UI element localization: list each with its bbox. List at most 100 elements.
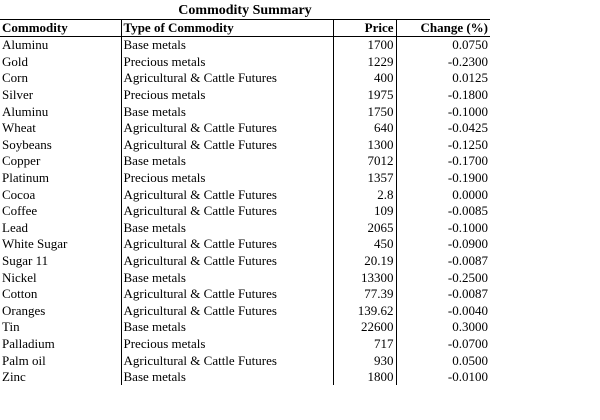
cell-change: -0.0700 (395, 335, 490, 353)
header-row: Commodity Type of Commodity Price Change… (0, 19, 490, 37)
cell-commodity: Gold (2, 53, 28, 69)
cell-change: -0.0040 (395, 302, 490, 320)
cell-change: -0.0100 (395, 368, 490, 386)
table-row: Zinc Base metals 1800 -0.0100 (0, 368, 490, 386)
table-row: Tin Base metals 22600 0.3000 (0, 319, 490, 336)
cell-type: Agricultural & Cattle Futures (120, 252, 333, 270)
commodity-summary-sheet: Commodity Summary Commodity Type of Comm… (0, 2, 490, 386)
table-row: Coffee Agricultural & Cattle Futures 109 -0… (0, 202, 490, 220)
commodity-table: Commodity Type of Commodity Price Change… (0, 19, 490, 386)
cell-commodity: White Sugar (2, 236, 68, 252)
table-row: Nickel Base metals 13300 -0.2500 (0, 269, 490, 286)
cell-price: 2.8 (332, 186, 396, 203)
table-row: Lead Base metals 2065 -0.1000 (0, 219, 490, 237)
cell-price: 930 (332, 352, 396, 369)
table-row: Cotton Agricultural & Cattle Futures 77.39… (0, 285, 490, 303)
cell-type: Agricultural & Cattle Futures (120, 136, 333, 154)
cell-price: 450 (332, 236, 396, 253)
table-row: Sugar 11 Agricultural & Cattle Futures 20.… (0, 252, 490, 270)
cell-type: Agricultural & Cattle Futures (120, 202, 333, 220)
cell-type: Agricultural & Cattle Futures (120, 70, 333, 87)
cell-type: Base metals (120, 368, 333, 386)
cell-type: Agricultural & Cattle Futures (120, 302, 333, 320)
header-change: Change (%) (395, 19, 490, 37)
cell-commodity: Lead (2, 219, 28, 235)
cell-change: -0.1900 (395, 169, 490, 187)
cell-change: -0.0425 (395, 119, 490, 137)
cell-change: -0.1000 (395, 219, 490, 237)
table-row: Cocoa Agricultural & Cattle Futures 2.8 0.0… (0, 186, 490, 203)
cell-type: Precious metals (120, 86, 333, 104)
cell-change: -0.0085 (395, 202, 490, 220)
cell-change: -0.2300 (395, 53, 490, 71)
cell-price: 77.39 (332, 285, 396, 303)
cell-price: 109 (332, 202, 396, 220)
cell-price: 20.19 (332, 252, 396, 270)
table-row: Wheat Agricultural & Cattle Futures 640 -0.… (0, 119, 490, 137)
cell-commodity: Aluminu (2, 37, 49, 53)
cell-price: 139.62 (332, 302, 396, 320)
header-type: Type of Commodity (120, 19, 333, 37)
title-divider (0, 19, 490, 20)
cell-price: 1300 (332, 136, 396, 154)
cell-commodity: Cotton (2, 286, 38, 302)
cell-change: 0.0750 (395, 36, 490, 54)
cell-price: 400 (332, 70, 396, 87)
table-row: White Sugar Agricultural & Cattle Futures… (0, 236, 490, 253)
table-row: Corn Agricultural & Cattle Futures 400 0.01… (0, 70, 490, 87)
cell-price: 640 (332, 119, 396, 137)
table-row: Silver Precious metals 1975 -0.1800 (0, 86, 490, 104)
cell-price: 717 (332, 335, 396, 353)
cell-price: 13300 (332, 269, 396, 286)
cell-change: -0.0087 (395, 285, 490, 303)
cell-commodity: Zinc (2, 369, 26, 385)
cell-commodity: Aluminu (2, 103, 49, 119)
cell-price: 2065 (332, 219, 396, 237)
cell-change: -0.0087 (395, 252, 490, 270)
table-row: Soybeans Agricultural & Cattle Futures 130… (0, 136, 490, 154)
table-row: Aluminu Base metals 1700 0.0750 (0, 36, 490, 54)
cell-type: Agricultural & Cattle Futures (120, 186, 333, 203)
cell-commodity: Cocoa (2, 186, 36, 202)
header-commodity: Commodity (0, 19, 121, 37)
table-row: Palladium Precious metals 717 -0.0700 (0, 335, 490, 353)
cell-commodity: Oranges (2, 302, 46, 318)
cell-change: -0.2500 (395, 269, 490, 286)
cell-commodity: Silver (2, 87, 34, 103)
cell-change: 0.3000 (395, 319, 490, 336)
cell-type: Base metals (120, 36, 333, 54)
cell-change: 0.0000 (395, 186, 490, 203)
table-title: Commodity Summary (178, 3, 312, 18)
table-row: Palm oil Agricultural & Cattle Futures 930… (0, 352, 490, 369)
cell-commodity: Copper (2, 153, 41, 169)
cell-commodity: Coffee (2, 203, 38, 219)
cell-price: 22600 (332, 319, 396, 336)
cell-type: Base metals (120, 319, 333, 336)
cell-type: Precious metals (120, 169, 333, 187)
cell-commodity: Sugar 11 (2, 253, 49, 269)
table-row: Copper Base metals 7012 -0.1700 (0, 153, 490, 170)
cell-type: Agricultural & Cattle Futures (120, 119, 333, 137)
cell-type: Base metals (120, 153, 333, 170)
cell-price: 1800 (332, 368, 396, 386)
cell-change: -0.1800 (395, 86, 490, 104)
cell-price: 1975 (332, 86, 396, 104)
cell-price: 1700 (332, 36, 396, 54)
table-row: Platinum Precious metals 1357 -0.1900 (0, 169, 490, 187)
cell-type: Agricultural & Cattle Futures (120, 236, 333, 253)
cell-change: -0.0900 (395, 236, 490, 253)
cell-price: 7012 (332, 153, 396, 170)
cell-change: -0.1700 (395, 153, 490, 170)
cell-price: 1357 (332, 169, 396, 187)
table-body: Aluminu Base metals 1700 0.0750 Gold Precious… (0, 36, 490, 386)
cell-commodity: Palladium (2, 335, 55, 351)
cell-type: Agricultural & Cattle Futures (120, 352, 333, 369)
cell-type: Agricultural & Cattle Futures (120, 285, 333, 303)
cell-type: Precious metals (120, 335, 333, 353)
cell-change: 0.0125 (395, 70, 490, 87)
cell-commodity: Wheat (2, 120, 36, 136)
cell-price: 1750 (332, 103, 396, 120)
table-row: Gold Precious metals 1229 -0.2300 (0, 53, 490, 71)
cell-commodity: Platinum (2, 170, 49, 186)
title-row: Commodity Summary (0, 2, 490, 20)
